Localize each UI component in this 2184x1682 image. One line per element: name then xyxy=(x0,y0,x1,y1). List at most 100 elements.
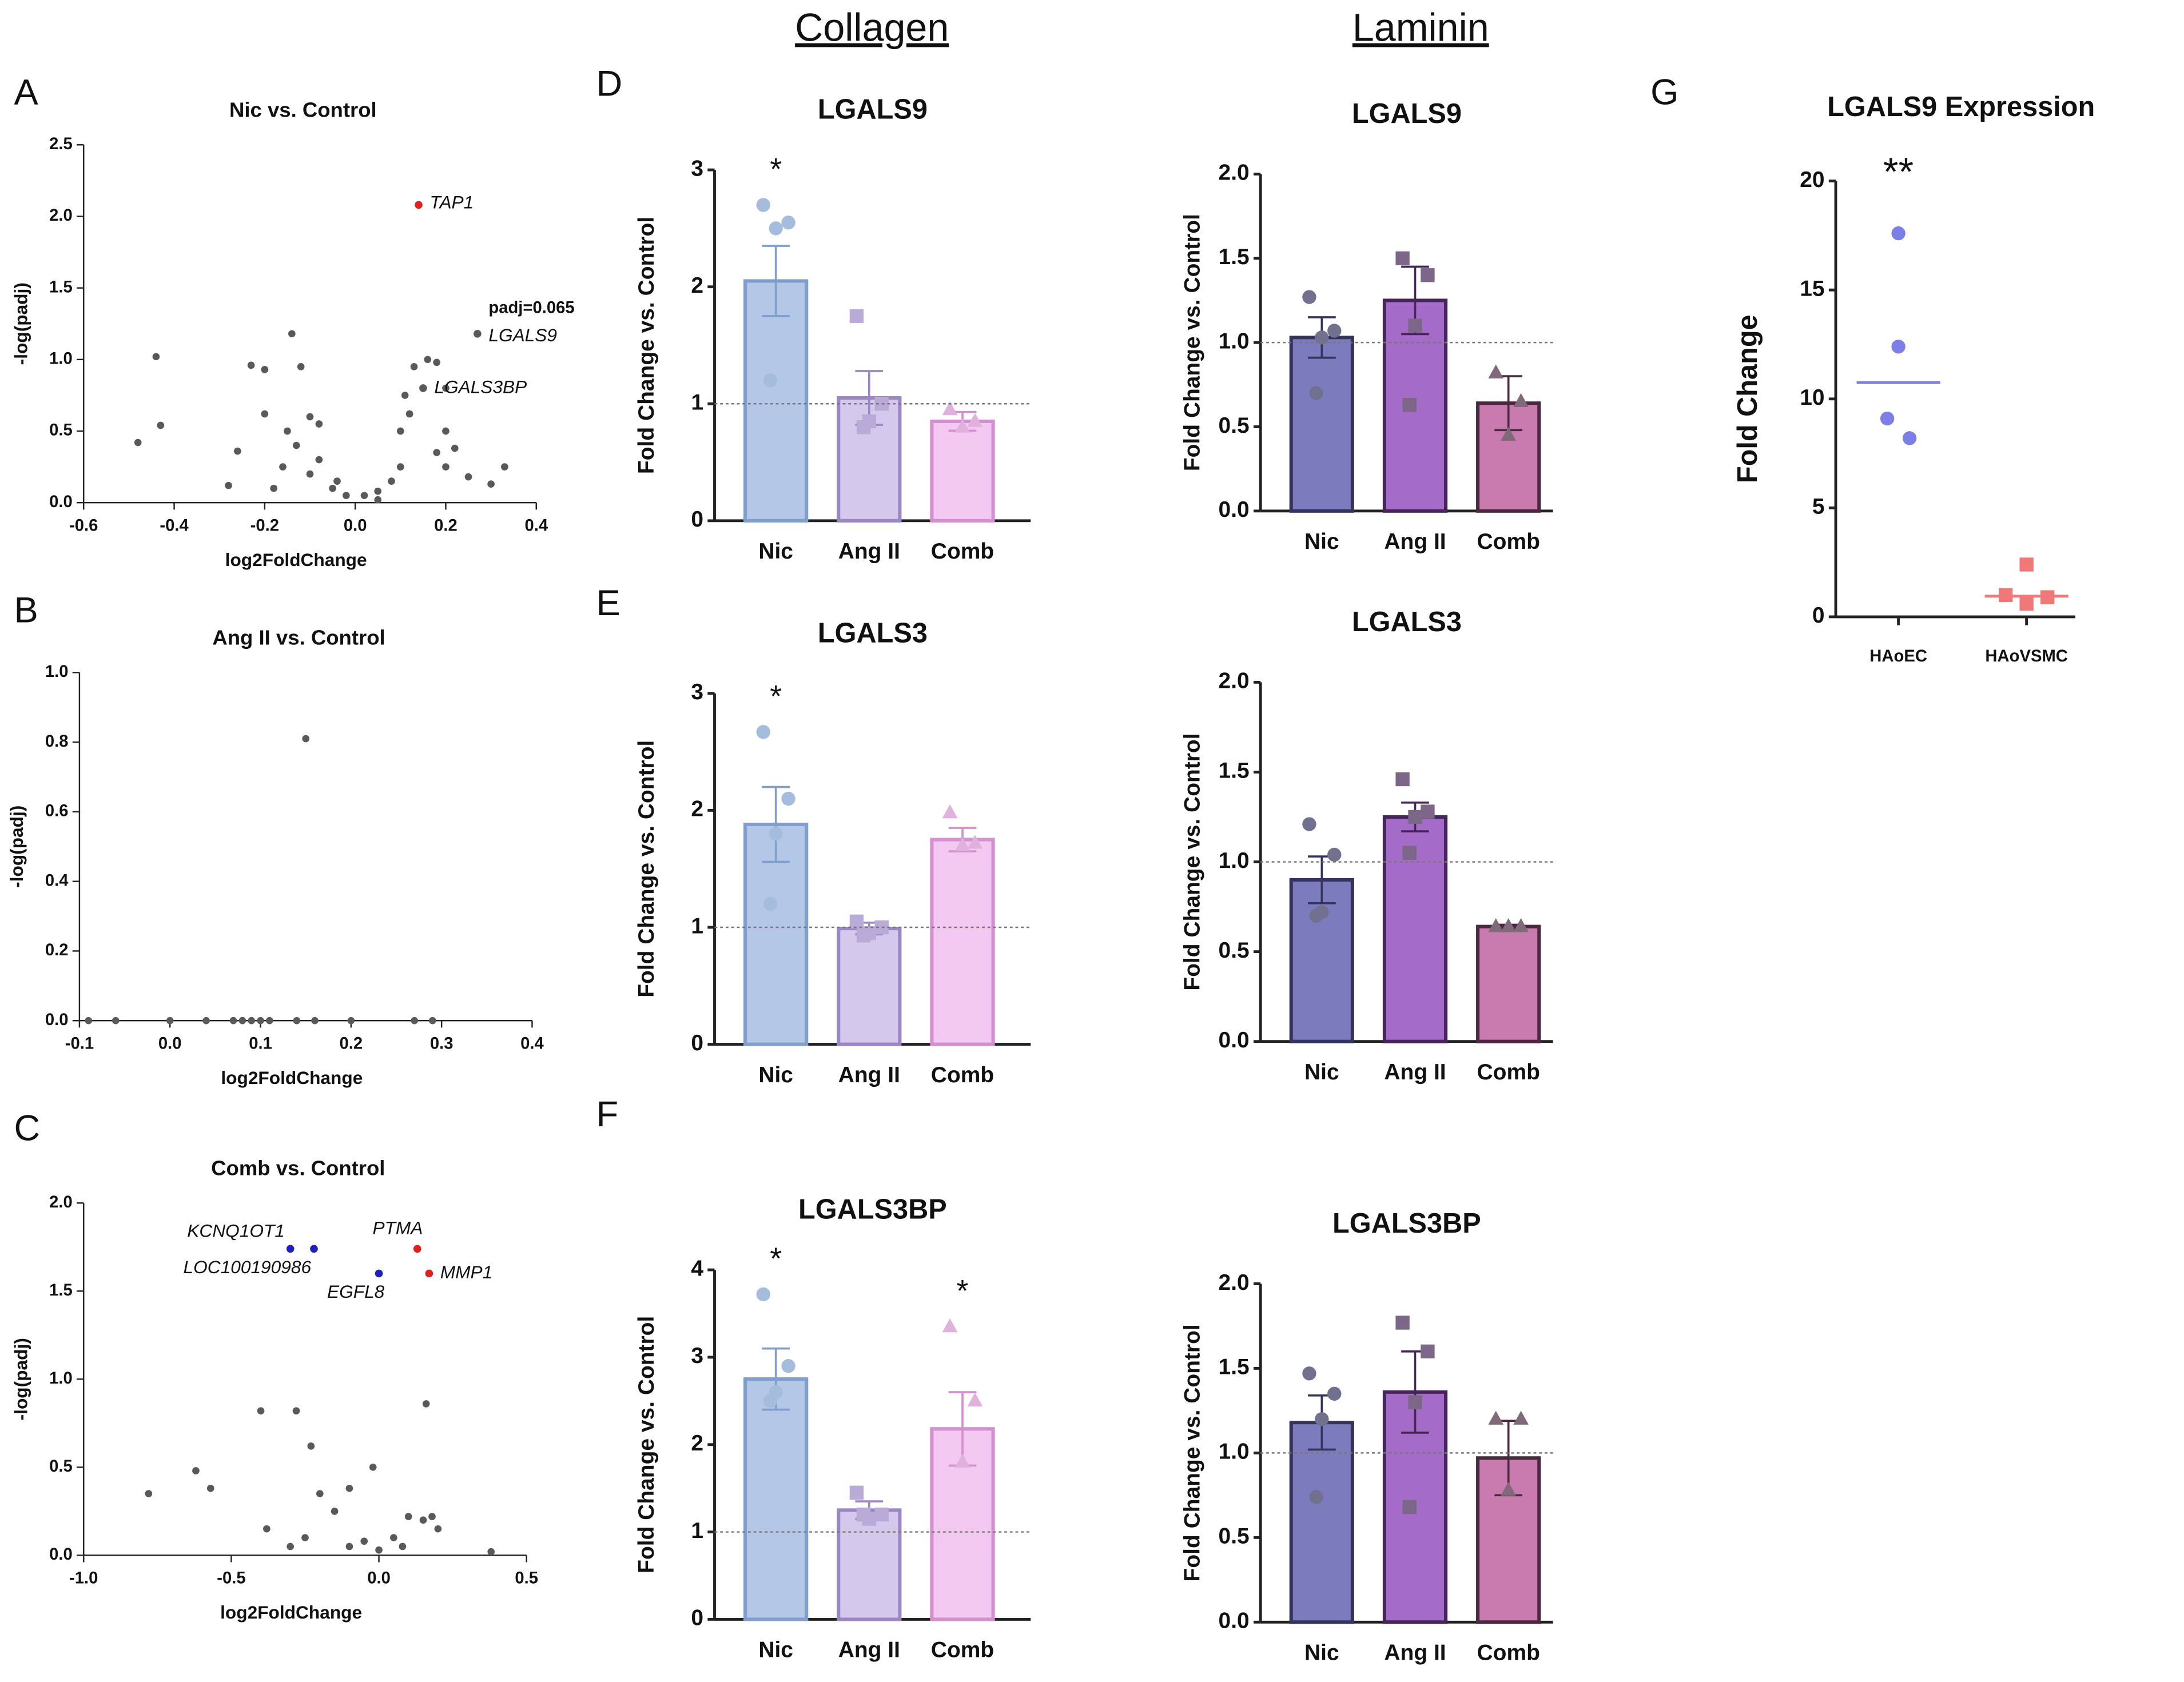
y-tick-label: 0.0 xyxy=(45,1011,69,1029)
data-point xyxy=(763,1394,778,1408)
point xyxy=(487,480,495,488)
point xyxy=(306,470,314,478)
y-tick-label: 0.5 xyxy=(1219,413,1250,438)
labeled-point xyxy=(425,1269,433,1278)
data-point xyxy=(1309,1490,1323,1504)
point xyxy=(297,363,305,370)
data-point xyxy=(1421,1344,1435,1359)
point xyxy=(399,1543,407,1551)
data-point xyxy=(954,837,970,851)
data-point xyxy=(1315,1412,1329,1426)
y-tick-label: 0.5 xyxy=(1219,938,1250,963)
y-tick-label: 1.5 xyxy=(49,1281,73,1300)
data-point xyxy=(763,896,778,911)
panel-letter: E xyxy=(596,583,620,623)
data-point xyxy=(1395,251,1410,265)
point xyxy=(315,420,323,428)
y-tick-label: 20 xyxy=(1800,168,1824,192)
panel-letter: C xyxy=(14,1108,40,1148)
y-tick-label: 3 xyxy=(691,1344,703,1368)
point xyxy=(306,413,314,421)
data-point xyxy=(1309,908,1323,923)
chart-title: LGALS3BP xyxy=(1332,1208,1481,1239)
y-tick-label: 2.0 xyxy=(1219,161,1250,185)
data-point xyxy=(1402,1500,1417,1514)
point xyxy=(112,1017,120,1025)
bar xyxy=(837,396,902,523)
data-point xyxy=(1408,1395,1422,1409)
point xyxy=(166,1017,174,1025)
significance: * xyxy=(770,680,782,714)
point xyxy=(424,356,432,364)
point xyxy=(152,353,160,361)
point xyxy=(329,484,336,492)
point xyxy=(145,1490,153,1497)
point xyxy=(311,1017,319,1025)
data-point xyxy=(1302,290,1316,304)
point xyxy=(247,361,255,369)
point xyxy=(487,1548,495,1556)
y-tick-label: 1.0 xyxy=(1219,848,1250,873)
point xyxy=(284,427,291,435)
y-tick-label: 0.0 xyxy=(49,493,73,511)
data-point xyxy=(954,1453,970,1468)
x-tick-label: 0.1 xyxy=(249,1034,272,1053)
point-label: TAP1 xyxy=(429,192,474,212)
point xyxy=(428,1513,436,1520)
data-point xyxy=(763,373,778,388)
labeled-point xyxy=(310,1245,318,1253)
y-tick-label: 1.0 xyxy=(49,350,73,368)
y-tick-label: 0.6 xyxy=(45,802,69,820)
point xyxy=(85,1017,93,1025)
data-point xyxy=(942,804,958,819)
data-point xyxy=(856,420,871,435)
x-tick-label: HAoEC xyxy=(1869,647,1927,665)
y-axis-label: Fold Change xyxy=(1732,314,1763,483)
y-axis-label: Fold Change vs. Control xyxy=(1180,1324,1205,1581)
panel-letter: A xyxy=(14,72,38,112)
point xyxy=(347,1017,355,1025)
point xyxy=(288,330,296,338)
x-tick-label: Ang II xyxy=(838,1638,900,1663)
data-point xyxy=(756,1287,770,1302)
x-tick-label: Ang II xyxy=(1384,1641,1446,1665)
data-point xyxy=(756,725,770,739)
x-axis-label: log2FoldChange xyxy=(225,549,367,570)
data-point xyxy=(1395,1316,1410,1330)
point xyxy=(316,1490,324,1497)
chart-title: LGALS9 xyxy=(818,94,928,125)
data-point xyxy=(1327,847,1342,862)
point xyxy=(422,1400,430,1408)
data-point xyxy=(1327,324,1342,338)
y-tick-label: 2.0 xyxy=(1219,1270,1250,1295)
point xyxy=(360,492,368,500)
data-point xyxy=(1488,918,1504,932)
x-tick-label: Ang II xyxy=(1384,1060,1446,1085)
point xyxy=(225,481,232,489)
point xyxy=(279,463,287,471)
y-tick-label: 15 xyxy=(1800,276,1824,301)
point xyxy=(342,492,350,500)
x-axis-label: log2FoldChange xyxy=(220,1602,362,1623)
x-tick-label: Nic xyxy=(1304,1641,1339,1665)
data-point xyxy=(1402,397,1417,412)
chart-title: Nic vs. Control xyxy=(229,98,377,121)
data-point xyxy=(756,198,770,212)
point xyxy=(451,444,459,452)
point xyxy=(360,1537,368,1545)
point xyxy=(390,1534,397,1541)
point-label: MMP1 xyxy=(440,1262,492,1282)
bar xyxy=(1382,815,1448,1043)
point xyxy=(433,449,440,456)
y-tick-label: 2.0 xyxy=(1219,669,1250,693)
data-point xyxy=(1421,268,1435,282)
x-tick-label: -0.5 xyxy=(217,1569,245,1587)
y-axis-label: Fold Change vs. Control xyxy=(634,1316,659,1573)
data-point xyxy=(954,418,970,433)
significance: * xyxy=(957,1274,969,1308)
point xyxy=(434,1525,442,1533)
point-label: KCNQ1OT1 xyxy=(187,1220,285,1241)
point xyxy=(375,1546,383,1554)
x-tick-label: Ang II xyxy=(1384,529,1446,554)
